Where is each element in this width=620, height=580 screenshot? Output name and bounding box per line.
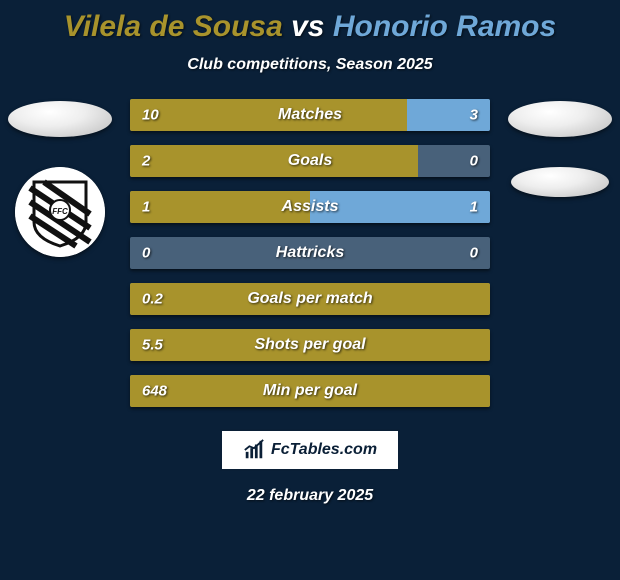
stat-bar: Matches 10 3 [130, 99, 490, 131]
stat-value-left: 0.2 [142, 291, 163, 308]
stat-bar: Goals 2 0 [130, 145, 490, 177]
stat-value-left: 5.5 [142, 337, 163, 354]
footer-date: 22 february 2025 [0, 487, 620, 505]
bar-fill-left [130, 99, 407, 131]
stat-value-left: 0 [142, 245, 150, 262]
stat-label: Min per goal [263, 382, 357, 400]
player-left-photo [8, 101, 112, 137]
subtitle: Club competitions, Season 2025 [0, 56, 620, 74]
stat-value-left: 2 [142, 153, 150, 170]
stat-label: Shots per goal [254, 336, 365, 354]
player-right-club-badge [511, 167, 609, 197]
brand-logo[interactable]: FcTables.com [220, 429, 400, 471]
stat-label: Goals [288, 152, 332, 170]
stat-bar: Min per goal 648 [130, 375, 490, 407]
stat-value-left: 1 [142, 199, 150, 216]
stat-label: Assists [282, 198, 339, 216]
stat-bar: Goals per match 0.2 [130, 283, 490, 315]
chart-icon [243, 439, 265, 461]
comparison-card: Vilela de Sousa vs Honorio Ramos Club co… [0, 0, 620, 580]
left-player-col: FFC [5, 99, 115, 257]
right-player-col [505, 99, 615, 197]
svg-text:FFC: FFC [52, 207, 68, 216]
stats-bars: Matches103Goals20Assists11Hattricks00Goa… [130, 99, 490, 407]
stat-label: Hattricks [276, 244, 344, 262]
stat-bar: Hattricks 0 0 [130, 237, 490, 269]
title-player-right: Honorio Ramos [333, 10, 556, 43]
stat-bar: Assists 1 1 [130, 191, 490, 223]
stat-value-right: 0 [470, 245, 478, 262]
page-title: Vilela de Sousa vs Honorio Ramos [0, 10, 620, 44]
stat-bar: Shots per goal 5.5 [130, 329, 490, 361]
bar-fill-left [130, 145, 418, 177]
stat-value-right: 1 [470, 199, 478, 216]
player-right-photo [508, 101, 612, 137]
player-left-club-badge: FFC [15, 167, 105, 257]
stat-value-right: 0 [470, 153, 478, 170]
stat-value-right: 3 [470, 107, 478, 124]
content-row: FFC Matches 10 3 Goals 2 0 Assists 1 1 Hattricks 0… [0, 99, 620, 407]
stat-label: Goals per match [247, 290, 372, 308]
stat-value-left: 648 [142, 383, 167, 400]
title-vs: vs [291, 10, 324, 43]
title-player-left: Vilela de Sousa [64, 10, 283, 43]
stat-label: Matches [278, 106, 342, 124]
stat-value-left: 10 [142, 107, 159, 124]
brand-text: FcTables.com [271, 441, 377, 459]
